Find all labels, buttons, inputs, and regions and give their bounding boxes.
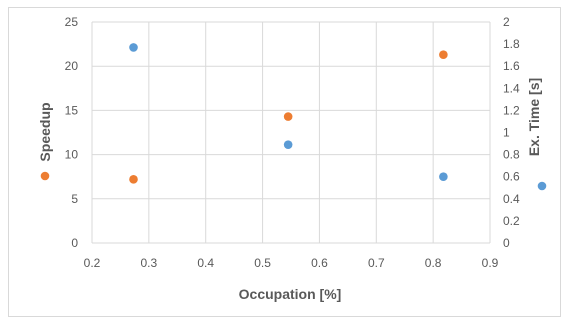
x-tick-label: 0.8: [425, 256, 442, 270]
ex-time-point: [439, 172, 448, 181]
ex-time-point: [283, 140, 293, 149]
y-axis-title: Speedup: [37, 102, 53, 161]
x-tick-label: 0.5: [254, 256, 271, 270]
y2-tick-label: 1.6: [503, 59, 520, 73]
y2-tick-label: 0.4: [503, 192, 520, 206]
y-axis-legend-marker: [40, 171, 50, 181]
y-tick-label: 15: [65, 103, 79, 117]
x-tick-label: 0.6: [311, 256, 328, 270]
speedup-point: [439, 50, 448, 60]
y2-tick-label: 1.2: [503, 103, 520, 117]
gridlines: [91, 21, 491, 244]
x-tick-label: 0.7: [368, 256, 385, 270]
y2-tick-label: 0.2: [503, 214, 520, 228]
speedup-point: [129, 175, 138, 184]
y2-tick-label: 0.8: [503, 148, 520, 162]
y2-axis-ticks: 0 0.2 0.4 0.6 0.8 1 1.2 1.4 1.6 1.8 2: [503, 15, 520, 250]
y2-tick-label: 0.6: [503, 170, 520, 184]
data-points: [129, 43, 448, 184]
ex-time-point: [129, 43, 138, 52]
y2-tick-label: 0: [503, 236, 510, 250]
x-axis-title: Occupation [%]: [239, 286, 342, 302]
y2-axis-legend-marker: [537, 181, 547, 191]
chart-frame: [8, 7, 561, 317]
y2-axis-title: Ex. Time [s]: [526, 78, 542, 156]
x-tick-label: 0.2: [84, 256, 101, 270]
x-tick-label: 0.4: [197, 256, 214, 270]
speedup-point: [283, 112, 293, 121]
y-axis-ticks: 0 5 10 15 20 25: [65, 15, 79, 250]
y-tick-label: 0: [71, 236, 78, 250]
y-tick-label: 5: [71, 192, 78, 206]
x-axis-ticks: 0.2 0.3 0.4 0.5 0.6 0.7 0.8 0.9: [84, 256, 499, 270]
y2-tick-label: 1.4: [503, 81, 520, 95]
y-tick-label: 10: [65, 148, 79, 162]
y2-tick-label: 1.8: [503, 37, 520, 51]
y2-tick-label: 2: [503, 15, 510, 29]
x-tick-label: 0.9: [482, 256, 499, 270]
y-tick-label: 25: [65, 15, 79, 29]
y-tick-label: 20: [65, 59, 79, 73]
y2-tick-label: 1: [503, 126, 510, 140]
x-tick-label: 0.3: [141, 256, 158, 270]
